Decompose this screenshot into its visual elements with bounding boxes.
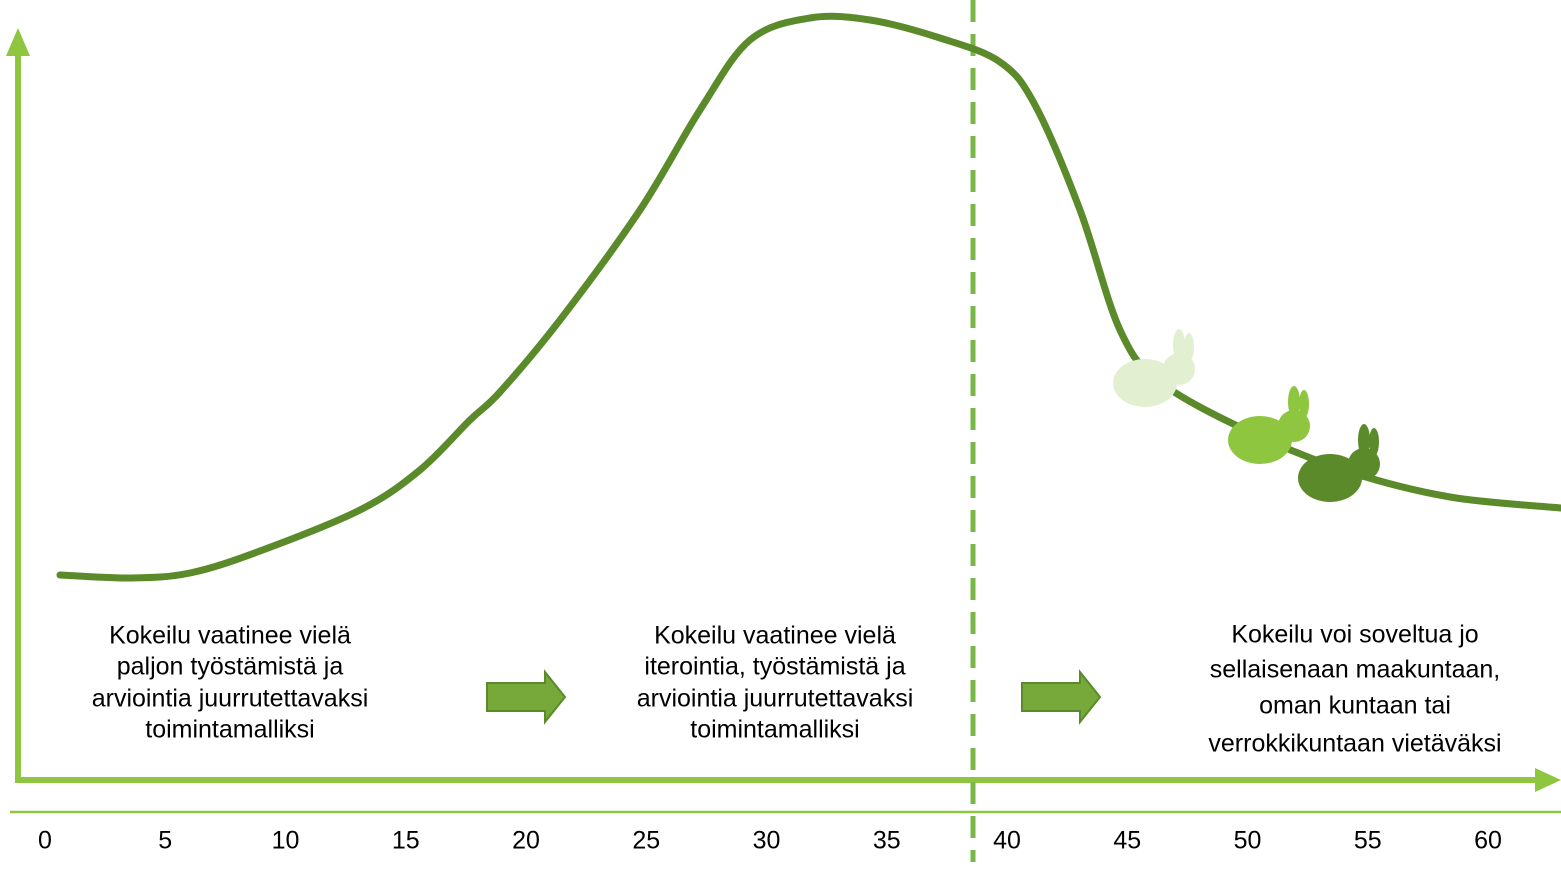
tick-label: 20 (512, 827, 540, 855)
tick-label: 35 (873, 827, 901, 855)
tick-label: 0 (38, 827, 52, 855)
rabbit (1298, 424, 1380, 502)
tick-label: 50 (1234, 827, 1262, 855)
arrow (1021, 669, 1102, 725)
rabbit (1228, 386, 1310, 464)
tick-label: 60 (1474, 827, 1502, 855)
phase-text: toimintamalliksi (690, 716, 859, 744)
phase-text: Kokeilu vaatinee vielä (109, 622, 351, 650)
arrow (486, 669, 567, 725)
tick-label: 5 (158, 827, 172, 855)
tick-label: 45 (1113, 827, 1141, 855)
tick-label: 40 (993, 827, 1021, 855)
tick-label: 10 (272, 827, 300, 855)
phase-text: toimintamalliksi (145, 716, 314, 744)
phase-text: sellaisenaan maakuntaan, (1210, 656, 1500, 684)
phase-text: arviointia juurrutettavaksi (92, 685, 369, 713)
rabbit (1113, 329, 1195, 407)
y-axis-arrow (6, 28, 30, 56)
phase-text: Kokeilu voi soveltua jo (1231, 621, 1478, 649)
phase-text: oman kuntaan tai (1259, 692, 1451, 720)
curve (56, 12, 1561, 582)
phase-text: paljon työstämistä ja (117, 653, 344, 681)
x-axis-arrow (1535, 768, 1561, 792)
tick-label: 30 (753, 827, 781, 855)
tick-label: 15 (392, 827, 420, 855)
phase-text: verrokkikuntaan vietäväksi (1208, 730, 1501, 758)
phase-text: Kokeilu vaatinee vielä (654, 622, 896, 650)
tick-label: 25 (632, 827, 660, 855)
tick-label: 55 (1354, 827, 1382, 855)
phase-text: iterointia, työstämistä ja (644, 653, 905, 681)
phase-text: arviointia juurrutettavaksi (637, 685, 914, 713)
